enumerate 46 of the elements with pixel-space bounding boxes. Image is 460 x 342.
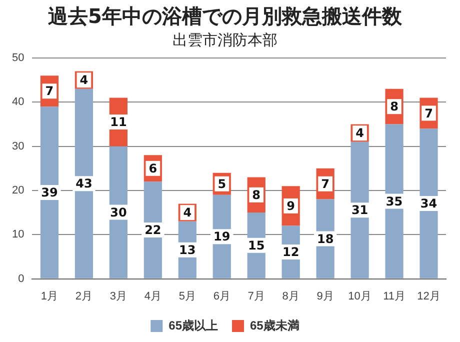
legend-label: 65歳未満: [250, 318, 300, 332]
data-label: 4: [356, 126, 364, 140]
y-tick-label: 50: [12, 52, 24, 64]
data-label: 18: [316, 232, 334, 246]
data-label: 43: [76, 176, 92, 191]
data-label: 15: [248, 238, 265, 253]
x-tick-label: 4月: [144, 290, 162, 302]
x-tick-label: 2月: [75, 290, 93, 302]
data-label: 19: [214, 230, 230, 244]
data-label: 13: [179, 242, 196, 257]
x-tick-label: 6月: [213, 290, 230, 302]
data-label: 6: [148, 162, 158, 176]
data-label: 22: [144, 223, 162, 238]
x-tick-label: 11月: [383, 290, 406, 302]
data-label: 5: [218, 176, 226, 191]
x-tick-label: 5月: [178, 290, 196, 302]
chart-subtitle: 出雲市消防本部: [172, 30, 278, 49]
x-tick-label: 10月: [348, 290, 372, 302]
y-tick-label: 40: [12, 96, 24, 108]
y-tick-label: 30: [12, 140, 24, 152]
data-label: 35: [386, 194, 403, 208]
x-tick-label: 8月: [282, 290, 300, 302]
data-label: 7: [45, 84, 54, 98]
data-label: 8: [390, 100, 398, 114]
data-label: 31: [351, 203, 368, 218]
x-tick-label: 9月: [316, 290, 334, 302]
data-label: 9: [286, 199, 296, 214]
data-label: 39: [41, 186, 58, 200]
chart-title: 過去5年中の浴槽での月別救急搬送件数: [47, 4, 403, 28]
data-label: 30: [110, 205, 127, 220]
y-tick-label: 20: [12, 184, 24, 197]
data-label: 4: [80, 73, 88, 88]
data-label: 12: [282, 245, 300, 260]
x-tick-label: 3月: [110, 290, 127, 302]
data-label: 11: [110, 115, 127, 130]
y-tick-label: 0: [18, 272, 24, 285]
legend-label: 65歳以上: [168, 318, 218, 332]
data-label: 4: [183, 206, 192, 220]
x-tick-label: 1月: [40, 290, 58, 302]
x-tick-label: 7月: [248, 290, 265, 302]
data-label: 7: [321, 176, 330, 191]
data-label: 34: [420, 196, 438, 211]
data-label: 8: [252, 188, 261, 202]
y-tick-label: 10: [12, 228, 24, 241]
data-label: 7: [424, 106, 433, 120]
x-tick-label: 12月: [417, 290, 440, 302]
